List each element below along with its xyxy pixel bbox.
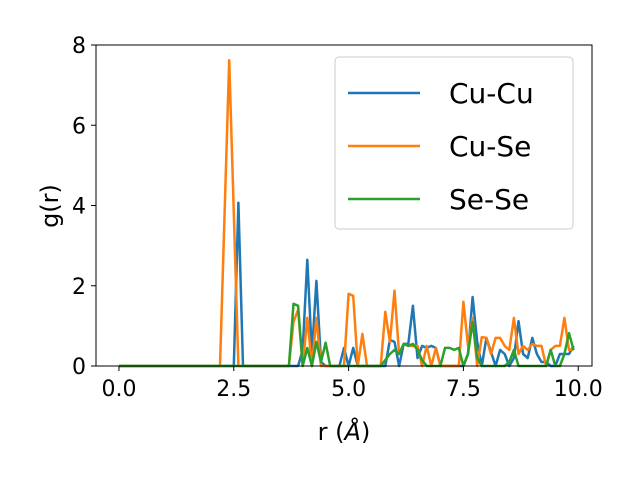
legend: Cu-Cu Cu-Se Se-Se: [334, 56, 574, 230]
x-tick-label: 10.0: [554, 377, 603, 402]
y-tick-label: 0: [72, 355, 86, 380]
legend-label-cu-se: Cu-Se: [449, 130, 531, 163]
y-tick-label: 8: [72, 34, 86, 59]
legend-label-se-se: Se-Se: [449, 183, 529, 216]
x-axis-label: r (Å): [318, 417, 371, 446]
x-tick-label: 7.5: [446, 377, 481, 402]
y-axis: 0 2 4 6 8: [72, 34, 96, 380]
x-axis: 0.0 2.5 5.0 7.5 10.0: [101, 366, 603, 402]
x-tick-label: 0.0: [101, 377, 136, 402]
y-axis-label: g(r): [36, 184, 64, 228]
legend-box: [334, 56, 574, 230]
y-tick-label: 2: [72, 275, 86, 300]
y-tick-label: 4: [72, 195, 86, 220]
y-tick-label: 6: [72, 114, 86, 139]
x-tick-label: 5.0: [331, 377, 366, 402]
legend-label-cu-cu: Cu-Cu: [449, 77, 534, 110]
series-line-cu-se: [119, 58, 574, 368]
x-tick-label: 2.5: [216, 377, 251, 402]
